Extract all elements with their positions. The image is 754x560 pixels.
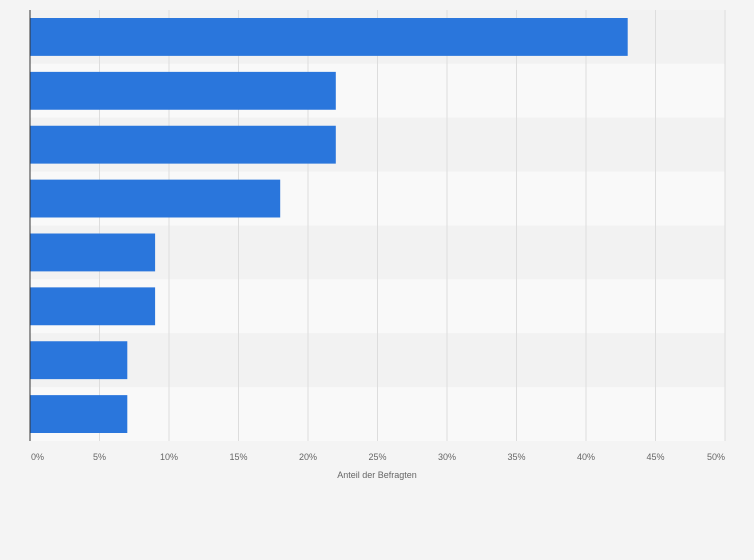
x-tick-label: 40% xyxy=(577,452,595,462)
bar[interactable] xyxy=(30,395,128,433)
bar[interactable] xyxy=(30,179,281,218)
x-tick-label: 25% xyxy=(368,452,386,462)
bar[interactable] xyxy=(30,71,336,110)
x-axis-label: Anteil der Befragten xyxy=(337,470,417,480)
x-tick-label: 45% xyxy=(646,452,664,462)
bar[interactable] xyxy=(30,125,336,164)
x-tick-label: 35% xyxy=(507,452,525,462)
bar[interactable] xyxy=(30,233,156,272)
x-tick-labels: 0% 5% 10% 15% 20% 25% 30% 35% 40% 45% 50% xyxy=(31,452,725,462)
x-tick-label: 20% xyxy=(299,452,317,462)
bar[interactable] xyxy=(30,18,628,56)
x-tick-label: 50% xyxy=(707,452,725,462)
bar[interactable] xyxy=(30,341,128,380)
x-tick-label: 15% xyxy=(229,452,247,462)
x-tick-label: 5% xyxy=(93,452,106,462)
x-tick-label: 30% xyxy=(438,452,456,462)
bar[interactable] xyxy=(30,287,156,326)
bars xyxy=(30,18,628,433)
x-tick-label: 10% xyxy=(160,452,178,462)
x-tick-label: 0% xyxy=(31,452,44,462)
